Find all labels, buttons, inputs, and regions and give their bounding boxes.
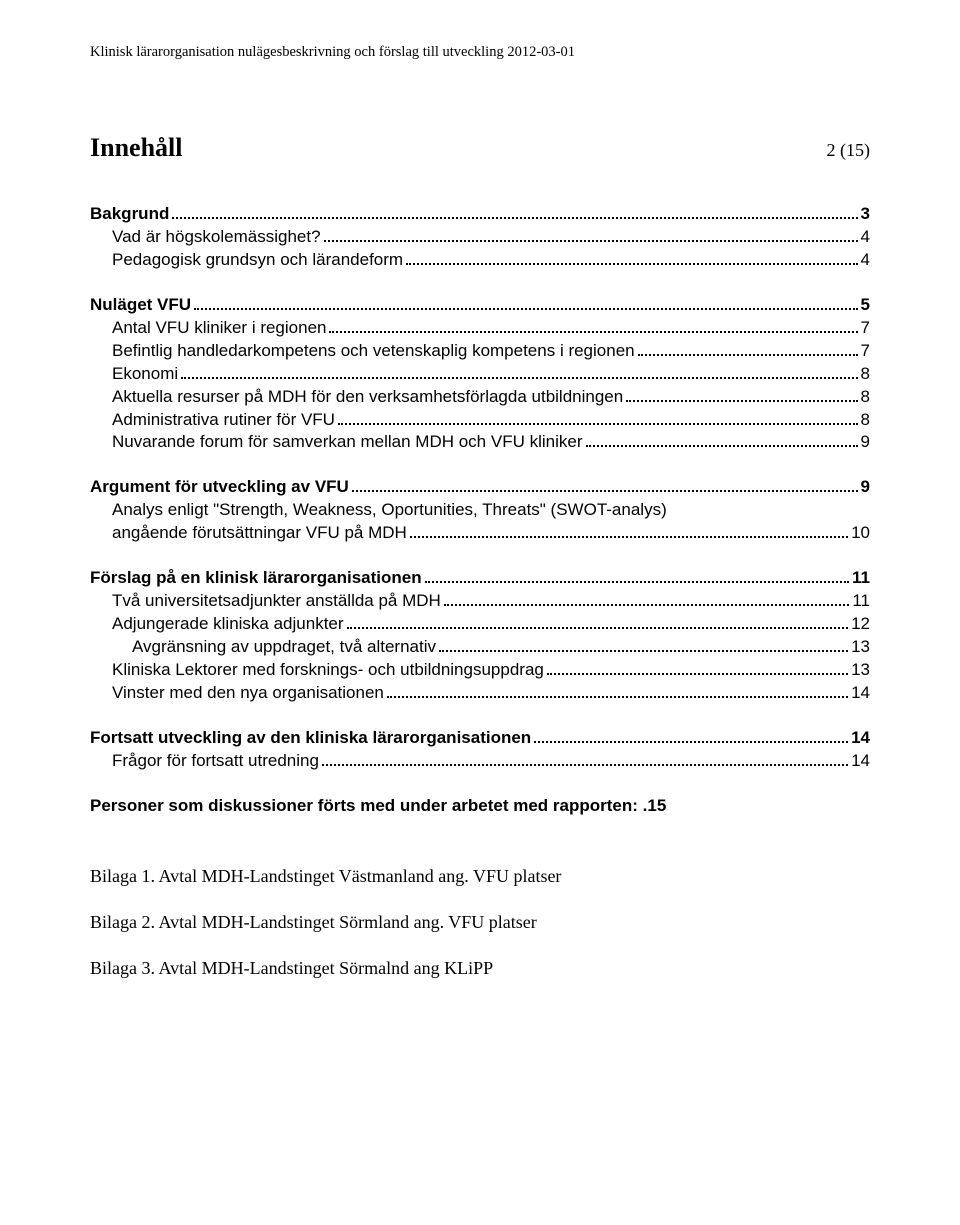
toc-dots [338, 423, 858, 425]
toc-page: 7 [861, 317, 870, 340]
toc-entry: Två universitetsadjunkter anställda på M… [90, 590, 870, 613]
toc-page: 8 [861, 363, 870, 386]
toc-wrapped: Analys enligt "Strength, Weakness, Oport… [112, 499, 870, 545]
attachment-line: Bilaga 1. Avtal MDH-Landstinget Västmanl… [90, 864, 870, 888]
toc-page: 5 [861, 294, 870, 317]
toc-label: Aktuella resurser på MDH för den verksam… [112, 386, 623, 409]
toc-dots [626, 400, 857, 402]
toc-dots [425, 581, 849, 583]
toc-page: 11 [852, 590, 870, 613]
toc-spacer [90, 545, 870, 567]
toc-label: Antal VFU kliniker i regionen [112, 317, 326, 340]
toc-page: 10 [851, 522, 870, 545]
toc-page: 14 [851, 727, 870, 750]
toc-label: Frågor för fortsatt utredning [112, 750, 319, 773]
toc-label: Två universitetsadjunkter anställda på M… [112, 590, 441, 613]
toc-page: 11 [852, 567, 870, 590]
toc-dots [347, 627, 849, 629]
toc-dots [387, 696, 848, 698]
toc-label: Vinster med den nya organisationen [112, 682, 384, 705]
toc-dots [586, 445, 858, 447]
toc-page: 14 [851, 682, 870, 705]
toc-dots [638, 354, 858, 356]
toc-entry: Vinster med den nya organisationen 14 [90, 682, 870, 705]
toc-label: Nuvarande forum för samverkan mellan MDH… [112, 431, 583, 454]
toc-entry: Argument för utveckling av VFU 9 [90, 476, 870, 499]
toc-entry: Frågor för fortsatt utredning 14 [90, 750, 870, 773]
toc-entry: Nuvarande forum för samverkan mellan MDH… [90, 431, 870, 454]
toc-label: Förslag på en klinisk lärarorganisatione… [90, 567, 422, 590]
toc-entry: Analys enligt "Strength, Weakness, Oport… [90, 499, 870, 545]
attachments-list: Bilaga 1. Avtal MDH-Landstinget Västmanl… [90, 864, 870, 981]
toc-dots [194, 308, 857, 310]
toc-dots [406, 263, 857, 265]
toc-entry: Avgränsning av uppdraget, två alternativ… [90, 636, 870, 659]
toc-page: 13 [851, 636, 870, 659]
toc-label: Analys enligt "Strength, Weakness, Oport… [112, 499, 870, 522]
toc-page: 15 [647, 795, 666, 818]
attachment-line: Bilaga 2. Avtal MDH-Landstinget Sörmland… [90, 910, 870, 934]
toc-page: 9 [861, 476, 870, 499]
toc-page: 12 [851, 613, 870, 636]
toc-entry: Personer som diskussioner förts med unde… [90, 795, 870, 818]
toc-entry: Förslag på en klinisk lärarorganisatione… [90, 567, 870, 590]
toc-page: 8 [861, 409, 870, 432]
toc-entry: Vad är högskolemässighet? 4 [90, 226, 870, 249]
toc-dots [329, 331, 857, 333]
toc-page: 8 [861, 386, 870, 409]
toc-page: 3 [861, 203, 870, 226]
toc-entry: Antal VFU kliniker i regionen 7 [90, 317, 870, 340]
toc-entry: Fortsatt utveckling av den kliniska lära… [90, 727, 870, 750]
toc-label: Vad är högskolemässighet? [112, 226, 321, 249]
title-row: Innehåll 2 (15) [90, 133, 870, 163]
toc-entry: Kliniska Lektorer med forsknings- och ut… [90, 659, 870, 682]
toc-label: Bakgrund [90, 203, 169, 226]
toc-spacer [90, 705, 870, 727]
toc-label: angående förutsättningar VFU på MDH [112, 522, 407, 545]
toc-label: Avgränsning av uppdraget, två alternativ [132, 636, 436, 659]
page-count: 2 (15) [827, 140, 871, 161]
toc-page: 14 [851, 750, 870, 773]
toc-spacer [90, 454, 870, 476]
toc-dots [439, 650, 848, 652]
toc-label: Personer som diskussioner förts med unde… [90, 795, 647, 818]
toc-label: Pedagogisk grundsyn och lärandeform [112, 249, 403, 272]
toc-label: Nuläget VFU [90, 294, 191, 317]
toc-page: 9 [861, 431, 870, 454]
attachment-line: Bilaga 3. Avtal MDH-Landstinget Sörmalnd… [90, 956, 870, 980]
toc-page: 13 [851, 659, 870, 682]
toc-page: 4 [861, 249, 870, 272]
toc-entry: Bakgrund 3 [90, 203, 870, 226]
document-header: Klinisk lärarorganisation nulägesbeskriv… [90, 44, 870, 61]
toc-dots [172, 217, 857, 219]
toc-label: Ekonomi [112, 363, 178, 386]
toc-label: Administrativa rutiner för VFU [112, 409, 335, 432]
toc-dots [410, 536, 848, 538]
toc-entry: Befintlig handledarkompetens och vetensk… [90, 340, 870, 363]
toc-dots [547, 673, 848, 675]
toc-entry: Aktuella resurser på MDH för den verksam… [90, 386, 870, 409]
toc-dots [181, 377, 857, 379]
toc-entry: Ekonomi 8 [90, 363, 870, 386]
toc-label: Adjungerade kliniska adjunkter [112, 613, 344, 636]
toc-entry: Adjungerade kliniska adjunkter 12 [90, 613, 870, 636]
toc-entry: Pedagogisk grundsyn och lärandeform 4 [90, 249, 870, 272]
toc-dots [324, 240, 858, 242]
toc-spacer [90, 272, 870, 294]
toc-dots [322, 764, 848, 766]
toc-label: Argument för utveckling av VFU [90, 476, 349, 499]
toc-page: 7 [861, 340, 870, 363]
toc-dots [534, 741, 848, 743]
table-of-contents: Bakgrund3Vad är högskolemässighet?4Pedag… [90, 203, 870, 818]
toc-page: 4 [861, 226, 870, 249]
toc-entry: Administrativa rutiner för VFU 8 [90, 409, 870, 432]
toc-entry: Nuläget VFU 5 [90, 294, 870, 317]
toc-dots [444, 604, 850, 606]
toc-label: Befintlig handledarkompetens och vetensk… [112, 340, 635, 363]
toc-label: Kliniska Lektorer med forsknings- och ut… [112, 659, 544, 682]
toc-spacer [90, 773, 870, 795]
toc-label: Fortsatt utveckling av den kliniska lära… [90, 727, 531, 750]
toc-dots [352, 490, 858, 492]
page-title: Innehåll [90, 133, 183, 163]
